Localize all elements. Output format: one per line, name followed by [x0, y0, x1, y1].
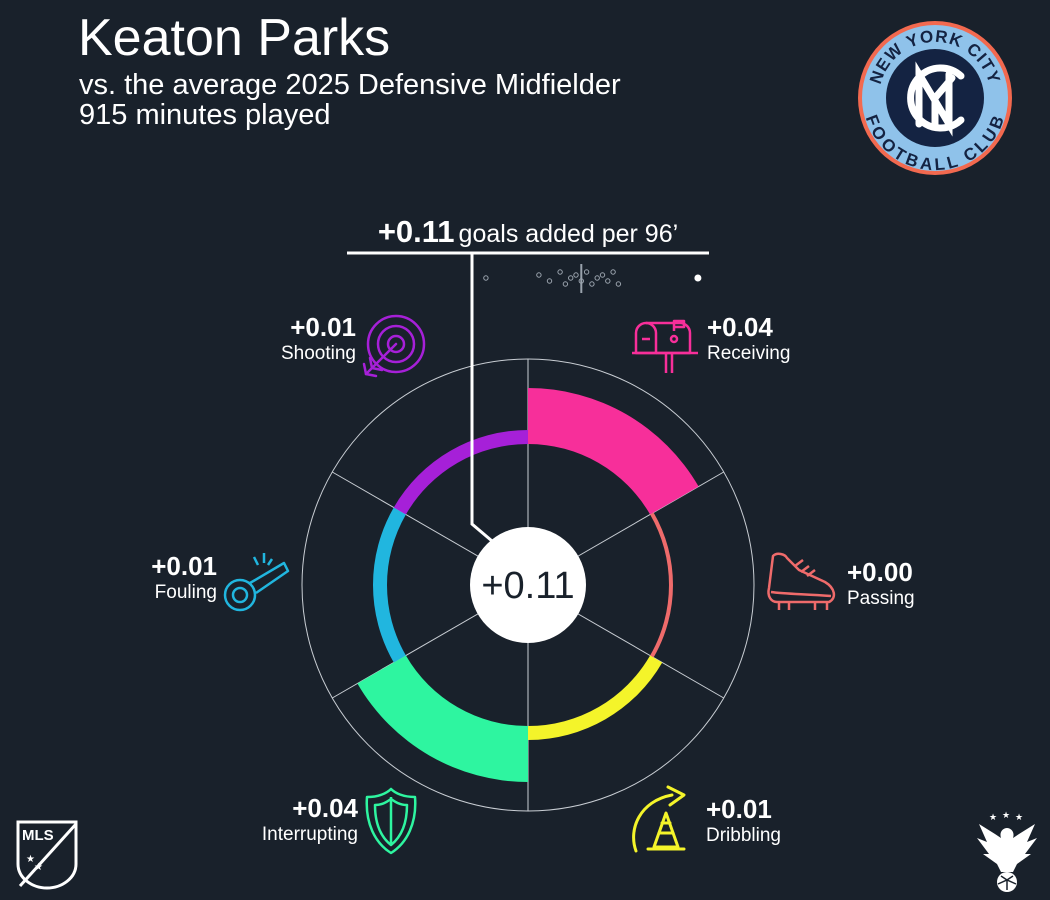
- whistle-icon: [223, 553, 290, 612]
- mls-logo: MLS ★ ★: [16, 820, 78, 890]
- category-shooting: +0.01 Shooting: [250, 312, 356, 366]
- minutes-text: 915 minutes played: [79, 99, 331, 131]
- shooting-value: +0.01: [290, 312, 356, 342]
- total-headline: +0.11 goals added per 96’: [347, 214, 709, 250]
- mailbox-icon: [632, 319, 698, 373]
- distribution-dot: [557, 269, 563, 275]
- receiving-label: Receiving: [707, 343, 791, 364]
- svg-text:★: ★: [34, 862, 43, 873]
- nyc-monogram-icon: [907, 61, 965, 137]
- mls-text: MLS: [22, 827, 54, 844]
- receiving-bar: [528, 388, 699, 515]
- distribution-dot: [599, 272, 606, 278]
- dribbling-value: +0.01: [706, 794, 772, 824]
- svg-text:★: ★: [26, 854, 35, 865]
- passing-bar: [650, 512, 673, 658]
- cleat-icon: [767, 552, 836, 610]
- passing-value: +0.00: [847, 557, 913, 587]
- interrupting-value: +0.04: [292, 793, 358, 823]
- leader-line: [470, 253, 493, 543]
- club-badge-logo: NEW YORK CITY FOOTBALL CLUB: [858, 21, 1012, 175]
- distribution-dot: [605, 278, 611, 284]
- category-receiving: +0.04 Receiving: [707, 312, 790, 366]
- subtitle: vs. the average 2025 Defensive Midfielde…: [79, 70, 621, 130]
- distribution-dot: [568, 275, 574, 281]
- interrupting-label: Interrupting: [261, 824, 358, 845]
- distribution-dot: [546, 278, 553, 284]
- center-disc: [470, 527, 586, 643]
- cone-icon: [632, 785, 686, 853]
- distribution-dot: [694, 274, 702, 282]
- distribution-dot: [589, 281, 595, 287]
- eagle-logo: ★ ★ ★: [977, 810, 1037, 892]
- distribution-dot: [594, 275, 600, 281]
- svg-text:★: ★: [1002, 810, 1010, 820]
- fouling-value: +0.01: [151, 551, 217, 581]
- distribution-dot: [615, 281, 622, 287]
- distribution-dot: [583, 269, 590, 275]
- total-value: +0.11: [377, 214, 455, 249]
- distribution-dot: [483, 275, 489, 281]
- shield-icon: [365, 787, 417, 855]
- distribution-dot: [562, 281, 569, 287]
- fouling-bar: [372, 507, 406, 663]
- distribution-dot: [573, 272, 579, 278]
- category-fouling: +0.01 Fouling: [120, 551, 217, 605]
- interrupting-bar: [357, 655, 528, 782]
- category-dribbling: +0.01 Dribbling: [706, 794, 781, 848]
- chart-bars: [357, 388, 699, 782]
- svg-text:★: ★: [1015, 812, 1023, 822]
- receiving-value: +0.04: [707, 312, 773, 342]
- comparison-text: vs. the average 2025 Defensive Midfielde…: [79, 69, 621, 101]
- passing-label: Passing: [847, 588, 915, 609]
- category-interrupting: +0.04 Interrupting: [240, 793, 358, 847]
- shooting-bar: [393, 430, 528, 515]
- center-total-value: +0.11: [481, 565, 574, 607]
- player-name: Keaton Parks: [78, 9, 391, 67]
- distribution-dot: [536, 272, 542, 278]
- shooting-label: Shooting: [280, 343, 356, 364]
- chart-overlay: +0.11: [347, 251, 709, 643]
- fouling-label: Fouling: [154, 582, 217, 603]
- dribbling-bar: [528, 655, 663, 740]
- svg-text:★: ★: [989, 812, 997, 822]
- category-passing: +0.00 Passing: [847, 557, 915, 611]
- dribbling-label: Dribbling: [706, 825, 781, 846]
- distribution-dot: [610, 269, 616, 275]
- total-label: goals added per 96’: [458, 220, 679, 248]
- target-icon: [362, 314, 426, 378]
